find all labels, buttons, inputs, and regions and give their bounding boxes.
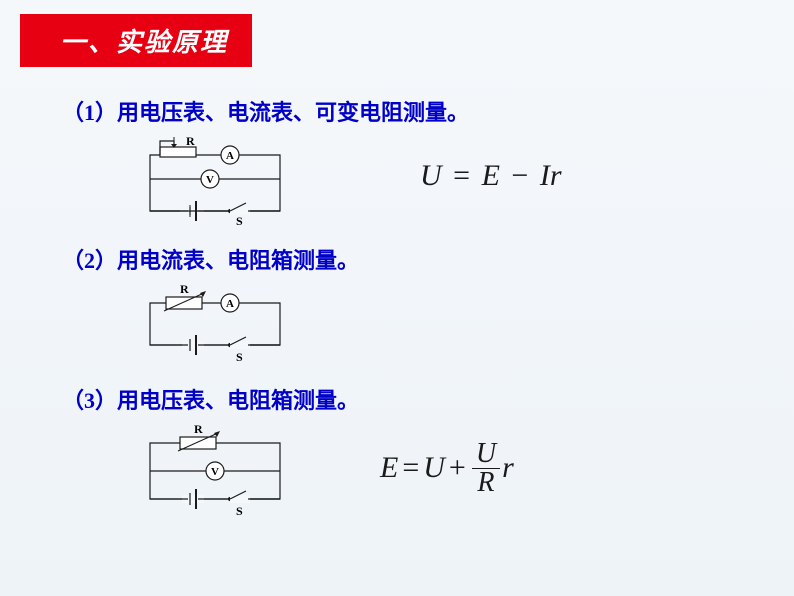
label-R: R [180, 282, 189, 296]
var-E: E [482, 159, 500, 192]
label-S: S [236, 350, 243, 363]
label-R: R [186, 134, 195, 148]
label-R: R [194, 422, 203, 436]
op-minus: − [511, 159, 528, 192]
op-eq: = [402, 451, 419, 485]
var-U: U [423, 451, 445, 485]
frac-num: U [472, 440, 500, 468]
method-2-row: R A S [0, 275, 794, 363]
frac-den: R [473, 469, 498, 497]
circuit-2: R A S [130, 281, 300, 363]
method-1-row: R A V S U = E − Ir [0, 127, 794, 225]
label-S: S [236, 214, 243, 225]
formula-1: U = E − Ir [420, 159, 562, 193]
label-A: A [226, 298, 234, 310]
method-1-text: （1）用电压表、电流表、可变电阻测量。 [62, 95, 794, 127]
label-A: A [226, 150, 234, 162]
method-3-text: （3）用电压表、电阻箱测量。 [62, 383, 794, 415]
method-3-row: R V S E = U + U R r [0, 415, 794, 521]
fraction: U R [472, 440, 500, 497]
circuit-3: R V S [130, 421, 300, 521]
var-I: I [540, 159, 550, 192]
section-header: 一、实验原理 [20, 14, 252, 67]
var-r: r [550, 159, 562, 192]
var-E: E [380, 451, 398, 485]
op-plus: + [449, 451, 466, 485]
var-U: U [420, 159, 442, 192]
label-V: V [206, 174, 214, 186]
label-S: S [236, 504, 243, 518]
formula-3: E = U + U R r [380, 440, 514, 497]
op-eq: = [453, 159, 470, 192]
method-2-text: （2）用电流表、电阻箱测量。 [62, 243, 794, 275]
var-r: r [502, 451, 514, 485]
circuit-1: R A V S [130, 133, 300, 225]
label-V: V [211, 466, 219, 478]
